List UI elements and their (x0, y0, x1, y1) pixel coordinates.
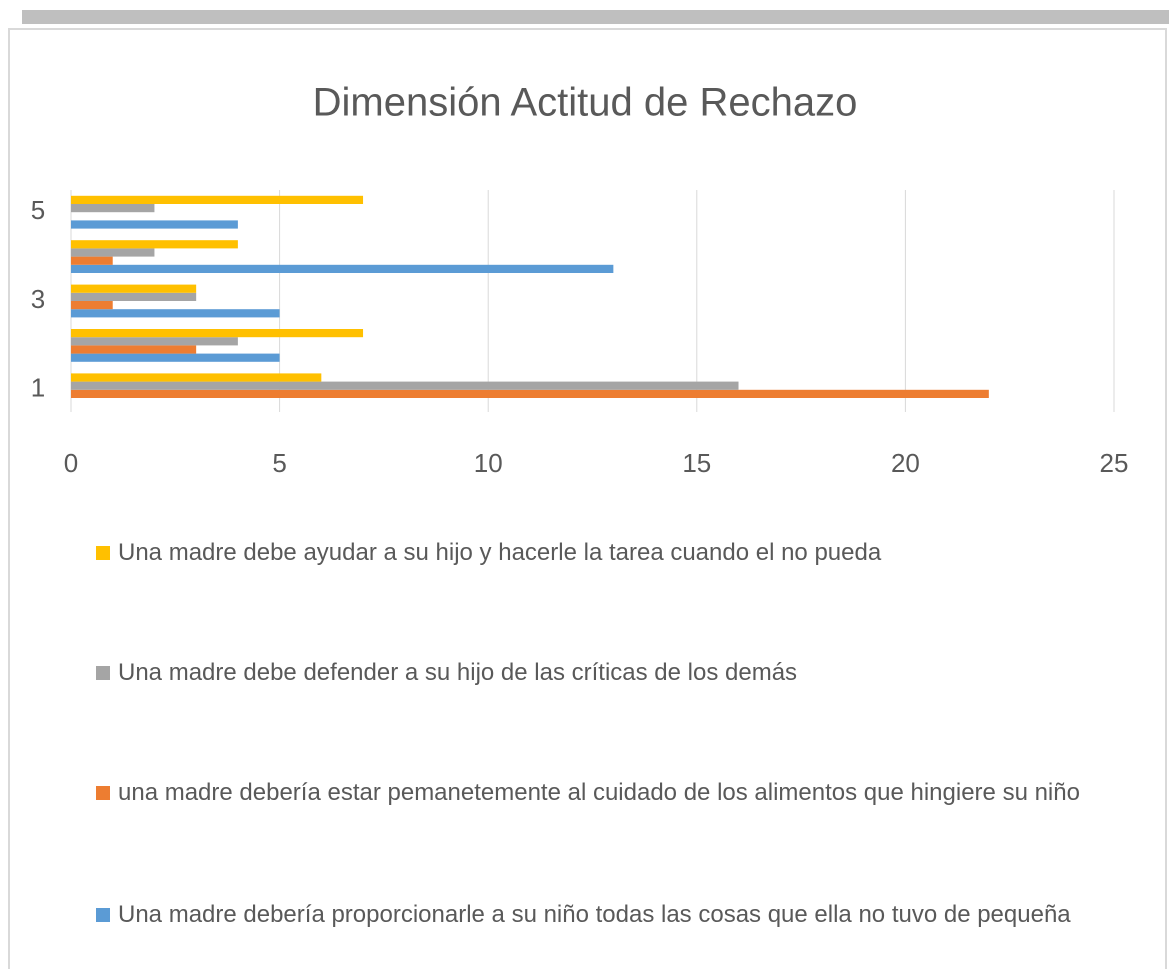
bar (71, 373, 322, 382)
bar (71, 301, 113, 310)
y-tick-label: 3 (31, 284, 45, 314)
bar (71, 256, 113, 265)
top-band (22, 10, 1169, 24)
bar (71, 204, 155, 213)
bar (71, 309, 280, 318)
bar (71, 240, 238, 249)
legend-swatch (96, 546, 110, 560)
bar (71, 389, 989, 398)
legend-item: Una madre debe ayudar a su hijo y hacerl… (96, 529, 1106, 577)
bar (71, 264, 614, 273)
legend-label: Una madre debe defender a su hijo de las… (118, 659, 798, 686)
x-tick-label: 5 (272, 448, 286, 478)
bar (71, 284, 197, 293)
y-tick-label: 1 (31, 373, 45, 403)
legend-label: Una madre debería proporcionarle a su ni… (118, 901, 1071, 928)
legend-swatch (96, 908, 110, 922)
chart-title: Dimensión Actitud de Rechazo (313, 81, 858, 125)
bar (71, 248, 155, 257)
bar (71, 195, 364, 204)
legend-item: Una madre debería proporcionarle a su ni… (96, 891, 1106, 939)
x-tick-label: 0 (64, 448, 78, 478)
bar (71, 345, 197, 354)
x-tick-label: 10 (474, 448, 503, 478)
bar (71, 220, 238, 229)
bar (71, 329, 364, 338)
legend-label: una madre debería estar pemanetemente al… (118, 779, 1080, 806)
x-tick-label: 25 (1100, 448, 1129, 478)
legend-item: Una madre debe defender a su hijo de las… (96, 649, 1106, 697)
legend-label: Una madre debe ayudar a su hijo y hacerl… (118, 539, 882, 566)
x-tick-label: 15 (682, 448, 711, 478)
bar (71, 381, 739, 390)
bar (71, 292, 197, 301)
legend-swatch (96, 666, 110, 680)
legend-item: una madre debería estar pemanetemente al… (96, 769, 1106, 817)
chart-frame (8, 28, 1167, 969)
x-tick-label: 20 (891, 448, 920, 478)
bar (71, 353, 280, 362)
y-tick-label: 5 (31, 195, 45, 225)
bar (71, 337, 238, 346)
legend-swatch (96, 786, 110, 800)
